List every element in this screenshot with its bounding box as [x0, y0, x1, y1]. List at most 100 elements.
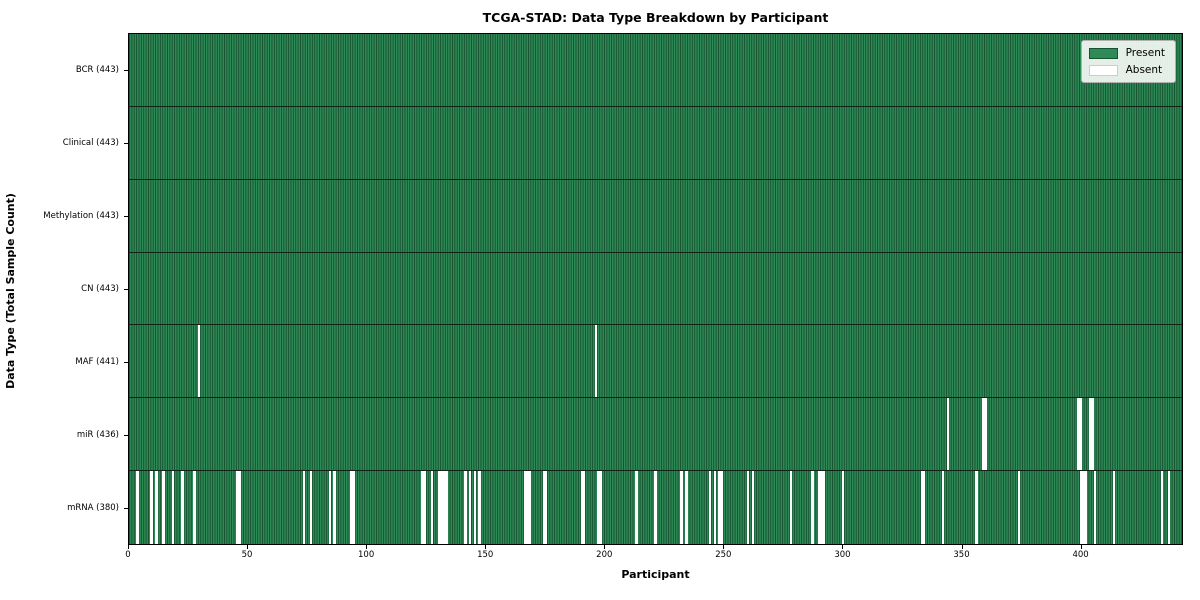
absent-stripe [442, 471, 446, 544]
row-mRNA [129, 471, 1182, 544]
absent-stripe [136, 471, 139, 544]
presence-matrix [129, 34, 1182, 544]
absent-stripe [181, 471, 184, 544]
y-tick-mark [124, 289, 128, 290]
y-tick-label-Clinical: Clinical (443) [62, 137, 119, 148]
x-tick-label-350: 350 [953, 550, 970, 560]
absent-stripe [464, 471, 467, 544]
absent-stripe [193, 471, 196, 544]
y-axis-ticks: BCR (443) Clinical (443) Methylation (443)… [0, 33, 128, 545]
absent-stripe [820, 471, 824, 544]
x-tick-label-250: 250 [715, 550, 732, 560]
absent-stripe [162, 471, 165, 544]
present-swatch [1088, 47, 1118, 59]
absent-stripe [1167, 471, 1171, 544]
absent-stripe [1082, 471, 1085, 544]
x-tick-mark [485, 545, 487, 549]
absent-stripe [583, 471, 586, 544]
x-tick-mark [128, 545, 129, 549]
legend-present-label: Present [1125, 47, 1165, 59]
x-tick-mark [961, 545, 963, 549]
x-axis-label: Participant [621, 568, 690, 581]
x-tick-mark [723, 545, 725, 549]
y-tick-label-miR: miR (436) [76, 430, 119, 441]
x-tick-label-200: 200 [596, 550, 613, 560]
y-tick-label-CN: CN (443) [81, 284, 119, 294]
absent-stripe [544, 471, 548, 544]
y-tick-label-BCR: BCR (443) [75, 64, 119, 75]
row-BCR [129, 34, 1182, 107]
y-tick-mark [124, 435, 128, 437]
plot-area: Present Absent [128, 33, 1183, 545]
row-Clinical [129, 106, 1182, 180]
y-tick-mark [124, 508, 128, 510]
x-tick-mark [366, 545, 368, 549]
absent-stripe [440, 471, 443, 544]
x-tick-label-400: 400 [1072, 550, 1089, 560]
x-axis-ticks: 0 50 100 150 200 250 300 350 400 [125, 545, 1183, 565]
absent-stripe [438, 471, 441, 544]
absent-stripe [302, 471, 305, 544]
x-tick-mark [1080, 545, 1082, 549]
legend-absent-label: Absent [1125, 64, 1163, 76]
absent-stripe [430, 471, 434, 544]
absent-stripe [720, 471, 724, 544]
row-MAF [129, 325, 1182, 399]
absent-stripe [1017, 471, 1021, 544]
legend: Present Absent [1080, 40, 1176, 83]
absent-stripe [1160, 471, 1163, 544]
absent-stripe [1079, 398, 1083, 471]
y-tick-label-mRNA: mRNA (380) [67, 503, 119, 514]
absent-stripe [975, 471, 978, 544]
absent-stripe [309, 471, 313, 544]
x-tick-mark [842, 545, 844, 549]
absent-stripe [713, 471, 717, 544]
row-miR [129, 398, 1182, 472]
absent-stripe [423, 471, 427, 544]
absent-stripe [445, 471, 448, 544]
absent-stripe [473, 471, 477, 544]
absent-stripe [1084, 471, 1087, 544]
legend-item-absent: Absent [1088, 64, 1165, 76]
absent-stripe [599, 471, 603, 544]
absent-stripe [747, 471, 750, 544]
x-tick-label-0: 0 [125, 550, 131, 560]
absent-stripe [708, 471, 712, 544]
absent-stripe [922, 471, 926, 544]
y-tick-label-MAF: MAF (441) [75, 357, 119, 368]
absent-stripe [528, 471, 531, 544]
absent-stripe [238, 471, 241, 544]
absent-stripe [842, 471, 845, 544]
y-tick-mark [124, 362, 128, 364]
absent-stripe [171, 471, 175, 544]
absent-stripe [984, 398, 988, 471]
absent-stripe [525, 471, 529, 544]
absent-stripe [542, 471, 545, 544]
row-Methylation [129, 179, 1182, 253]
absent-stripe [680, 471, 683, 544]
absent-stripe [1077, 398, 1080, 471]
absent-stripe [468, 471, 472, 544]
absent-stripe [197, 325, 201, 398]
absent-stripe [150, 471, 153, 544]
row-CN [129, 252, 1182, 326]
x-tick-label-150: 150 [477, 550, 494, 560]
absent-stripe [597, 471, 600, 544]
absent-stripe [818, 471, 821, 544]
absent-stripe [718, 471, 721, 544]
absent-stripe [941, 471, 945, 544]
y-tick-mark [124, 142, 128, 144]
absent-stripe [523, 471, 526, 544]
absent-stripe [982, 398, 985, 471]
x-tick-label-100: 100 [358, 550, 375, 560]
absent-stripe [654, 471, 657, 544]
x-tick-label-300: 300 [834, 550, 851, 560]
x-tick-mark [247, 545, 249, 549]
absent-stripe [478, 471, 481, 544]
absent-stripe [1089, 398, 1092, 471]
absent-stripe [751, 471, 755, 544]
absent-stripe [946, 398, 950, 471]
y-tick-mark [124, 69, 128, 71]
y-tick-mark [124, 215, 128, 217]
